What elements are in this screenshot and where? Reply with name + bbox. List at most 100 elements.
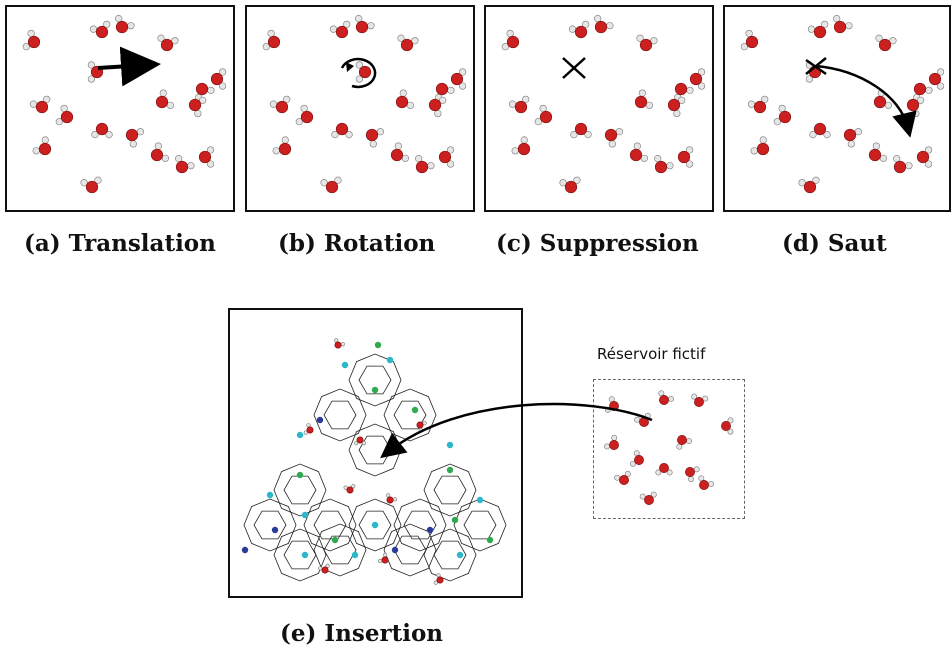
- water-molecule: [634, 412, 651, 427]
- water-molecule: [873, 89, 892, 109]
- water-molecule: [534, 104, 553, 126]
- water-molecule: [331, 122, 353, 139]
- cation-dot: [456, 551, 464, 559]
- framework-ring: [383, 523, 437, 577]
- framework-ring: [283, 540, 317, 570]
- water-molecule: [433, 573, 444, 585]
- cation-dot: [391, 546, 399, 554]
- water-molecule: [868, 142, 887, 162]
- water-molecule: [629, 450, 644, 467]
- framework-ring: [383, 388, 437, 442]
- cation-dot: [374, 341, 382, 349]
- cation-dot: [446, 441, 454, 449]
- cation-dot: [411, 406, 419, 414]
- water-molecule: [639, 491, 657, 505]
- water-molecule: [916, 146, 933, 168]
- water-molecule: [685, 466, 700, 483]
- water-molecule: [397, 34, 419, 52]
- water-molecules-rotation: [262, 15, 467, 194]
- framework-ring: [358, 435, 392, 465]
- water-molecule: [809, 122, 831, 139]
- water-molecule: [80, 176, 102, 194]
- reservoir-molecules: [604, 390, 734, 505]
- framework-ring: [323, 535, 357, 565]
- water-molecule: [568, 20, 590, 39]
- water-molecule: [262, 29, 281, 51]
- water-molecule: [604, 396, 619, 413]
- water-molecule: [89, 20, 111, 39]
- water-molecule: [501, 29, 520, 51]
- water-molecule: [175, 155, 195, 174]
- water-molecule: [843, 128, 862, 148]
- caption-jump: (d) Saut: [782, 230, 887, 257]
- water-molecule: [634, 89, 653, 109]
- framework-ring: [313, 388, 367, 442]
- water-molecule: [438, 146, 455, 168]
- water-molecule: [677, 146, 694, 168]
- water-molecule: [157, 34, 179, 52]
- water-molecule: [750, 136, 770, 156]
- water-molecule: [676, 435, 693, 450]
- caption-suppression: (c) Suppression: [496, 230, 699, 257]
- framework-ring: [393, 498, 447, 552]
- water-molecule: [798, 176, 820, 194]
- water-molecule: [303, 423, 314, 435]
- framework-ring: [403, 510, 437, 540]
- water-molecule: [343, 484, 356, 494]
- zeolite-framework: [241, 338, 507, 585]
- cation-dot: [331, 536, 339, 544]
- water-molecule: [928, 68, 945, 90]
- water-molecule: [295, 104, 314, 126]
- water-molecule: [655, 463, 673, 476]
- framework-ring: [348, 498, 402, 552]
- cation-dot: [241, 546, 249, 554]
- caption-insertion: (e) Insertion: [280, 620, 444, 647]
- water-molecule: [875, 34, 897, 52]
- water-molecule: [594, 15, 614, 34]
- water-molecule: [740, 29, 759, 51]
- cation-dot: [386, 356, 394, 364]
- water-molecule: [320, 176, 342, 194]
- water-molecule: [691, 393, 709, 407]
- water-molecule: [195, 82, 215, 101]
- cation-dot: [371, 521, 379, 529]
- water-molecule: [334, 338, 346, 349]
- water-molecule: [636, 34, 658, 52]
- framework-ring: [253, 510, 287, 540]
- cation-dot: [296, 431, 304, 439]
- water-molecule: [508, 95, 530, 114]
- framework-ring: [463, 510, 497, 540]
- panel-rotation: [245, 5, 475, 212]
- water-molecule: [155, 89, 174, 109]
- water-molecule: [614, 470, 631, 485]
- cation-dot: [341, 361, 349, 369]
- framework-ring: [358, 510, 392, 540]
- panel-insertion: [228, 308, 523, 598]
- water-molecule: [386, 493, 398, 504]
- water-molecule: [378, 552, 389, 564]
- water-molecule: [906, 96, 925, 118]
- water-molecule: [698, 475, 715, 490]
- water-molecule: [395, 89, 414, 109]
- cation-dot: [301, 551, 309, 559]
- water-molecule: [198, 146, 215, 168]
- water-molecule: [511, 136, 531, 156]
- cation-dot: [266, 491, 274, 499]
- water-molecule: [91, 122, 113, 139]
- water-molecule: [570, 122, 592, 139]
- water-molecule: [604, 128, 623, 148]
- framework-ring: [348, 353, 402, 407]
- cation-dot: [301, 511, 309, 519]
- water-molecule: [22, 29, 41, 51]
- cation-dot: [446, 466, 454, 474]
- framework-ring: [453, 498, 507, 552]
- framework-ring: [313, 510, 347, 540]
- water-molecule: [87, 61, 104, 83]
- water-molecule: [210, 68, 227, 90]
- reservoir-box: [593, 379, 745, 519]
- cation-dot: [351, 551, 359, 559]
- water-molecule: [188, 96, 207, 118]
- framework-ring: [358, 365, 392, 395]
- water-molecule: [689, 68, 706, 90]
- water-molecule: [747, 95, 769, 114]
